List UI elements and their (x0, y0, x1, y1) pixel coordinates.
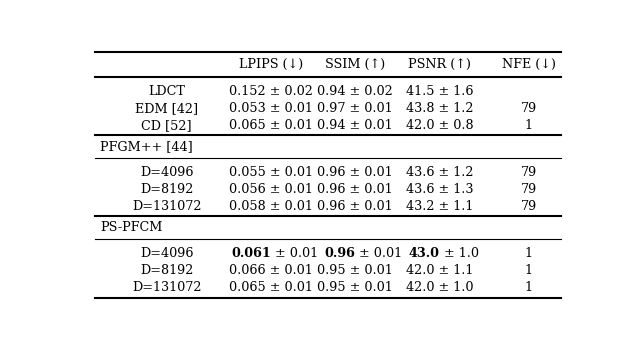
Text: 0.96 ± 0.01: 0.96 ± 0.01 (317, 183, 393, 196)
Text: PS-PFCM: PS-PFCM (100, 221, 162, 234)
Text: 0.061: 0.061 (231, 247, 271, 260)
Text: 79: 79 (521, 102, 537, 115)
Text: ± 0.01: ± 0.01 (271, 247, 318, 260)
Text: 0.94 ± 0.02: 0.94 ± 0.02 (317, 85, 393, 98)
Text: 79: 79 (521, 183, 537, 196)
Text: 42.0 ± 0.8: 42.0 ± 0.8 (406, 119, 474, 132)
Text: D=4096: D=4096 (140, 247, 193, 260)
Text: 0.94 ± 0.01: 0.94 ± 0.01 (317, 119, 393, 132)
Text: PSNR (↑): PSNR (↑) (408, 58, 471, 71)
Text: 41.5 ± 1.6: 41.5 ± 1.6 (406, 85, 474, 98)
Text: 42.0 ± 1.1: 42.0 ± 1.1 (406, 264, 474, 277)
Text: 43.2 ± 1.1: 43.2 ± 1.1 (406, 200, 474, 213)
Text: 0.055 ± 0.01: 0.055 ± 0.01 (229, 166, 313, 179)
Text: D=8192: D=8192 (140, 264, 193, 277)
Text: 0.97 ± 0.01: 0.97 ± 0.01 (317, 102, 393, 115)
Text: ± 0.01: ± 0.01 (355, 247, 403, 260)
Text: LPIPS (↓): LPIPS (↓) (239, 58, 303, 71)
Text: 0.95 ± 0.01: 0.95 ± 0.01 (317, 264, 393, 277)
Text: D=8192: D=8192 (140, 183, 193, 196)
Text: 0.96 ± 0.01: 0.96 ± 0.01 (317, 200, 393, 213)
Text: LDCT: LDCT (148, 85, 185, 98)
Text: 0.056 ± 0.01: 0.056 ± 0.01 (229, 183, 313, 196)
Text: 0.066 ± 0.01: 0.066 ± 0.01 (229, 264, 313, 277)
Text: 43.8 ± 1.2: 43.8 ± 1.2 (406, 102, 474, 115)
Text: SSIM (↑): SSIM (↑) (325, 58, 385, 71)
Text: 1: 1 (525, 247, 533, 260)
Text: 0.053 ± 0.01: 0.053 ± 0.01 (229, 102, 313, 115)
Text: D=4096: D=4096 (140, 166, 193, 179)
Text: 0.96: 0.96 (324, 247, 355, 260)
Text: 0.152 ± 0.02: 0.152 ± 0.02 (229, 85, 313, 98)
Text: 1: 1 (525, 281, 533, 294)
Text: EDM [42]: EDM [42] (135, 102, 198, 115)
Text: D=131072: D=131072 (132, 281, 202, 294)
Text: 43.6 ± 1.3: 43.6 ± 1.3 (406, 183, 474, 196)
Text: 1: 1 (525, 119, 533, 132)
Text: CD [52]: CD [52] (141, 119, 192, 132)
Text: NFE (↓): NFE (↓) (502, 58, 556, 71)
Text: 0.065 ± 0.01: 0.065 ± 0.01 (229, 281, 313, 294)
Text: 0.065 ± 0.01: 0.065 ± 0.01 (229, 119, 313, 132)
Text: 79: 79 (521, 200, 537, 213)
Text: ± 1.0: ± 1.0 (440, 247, 479, 260)
Text: 0.95 ± 0.01: 0.95 ± 0.01 (317, 281, 393, 294)
Text: 43.6 ± 1.2: 43.6 ± 1.2 (406, 166, 474, 179)
Text: 42.0 ± 1.0: 42.0 ± 1.0 (406, 281, 474, 294)
Text: 0.96 ± 0.01: 0.96 ± 0.01 (317, 166, 393, 179)
Text: 1: 1 (525, 264, 533, 277)
Text: 43.0: 43.0 (408, 247, 440, 260)
Text: 0.058 ± 0.01: 0.058 ± 0.01 (229, 200, 313, 213)
Text: D=131072: D=131072 (132, 200, 202, 213)
Text: PFGM++ [44]: PFGM++ [44] (100, 140, 193, 153)
Text: 79: 79 (521, 166, 537, 179)
